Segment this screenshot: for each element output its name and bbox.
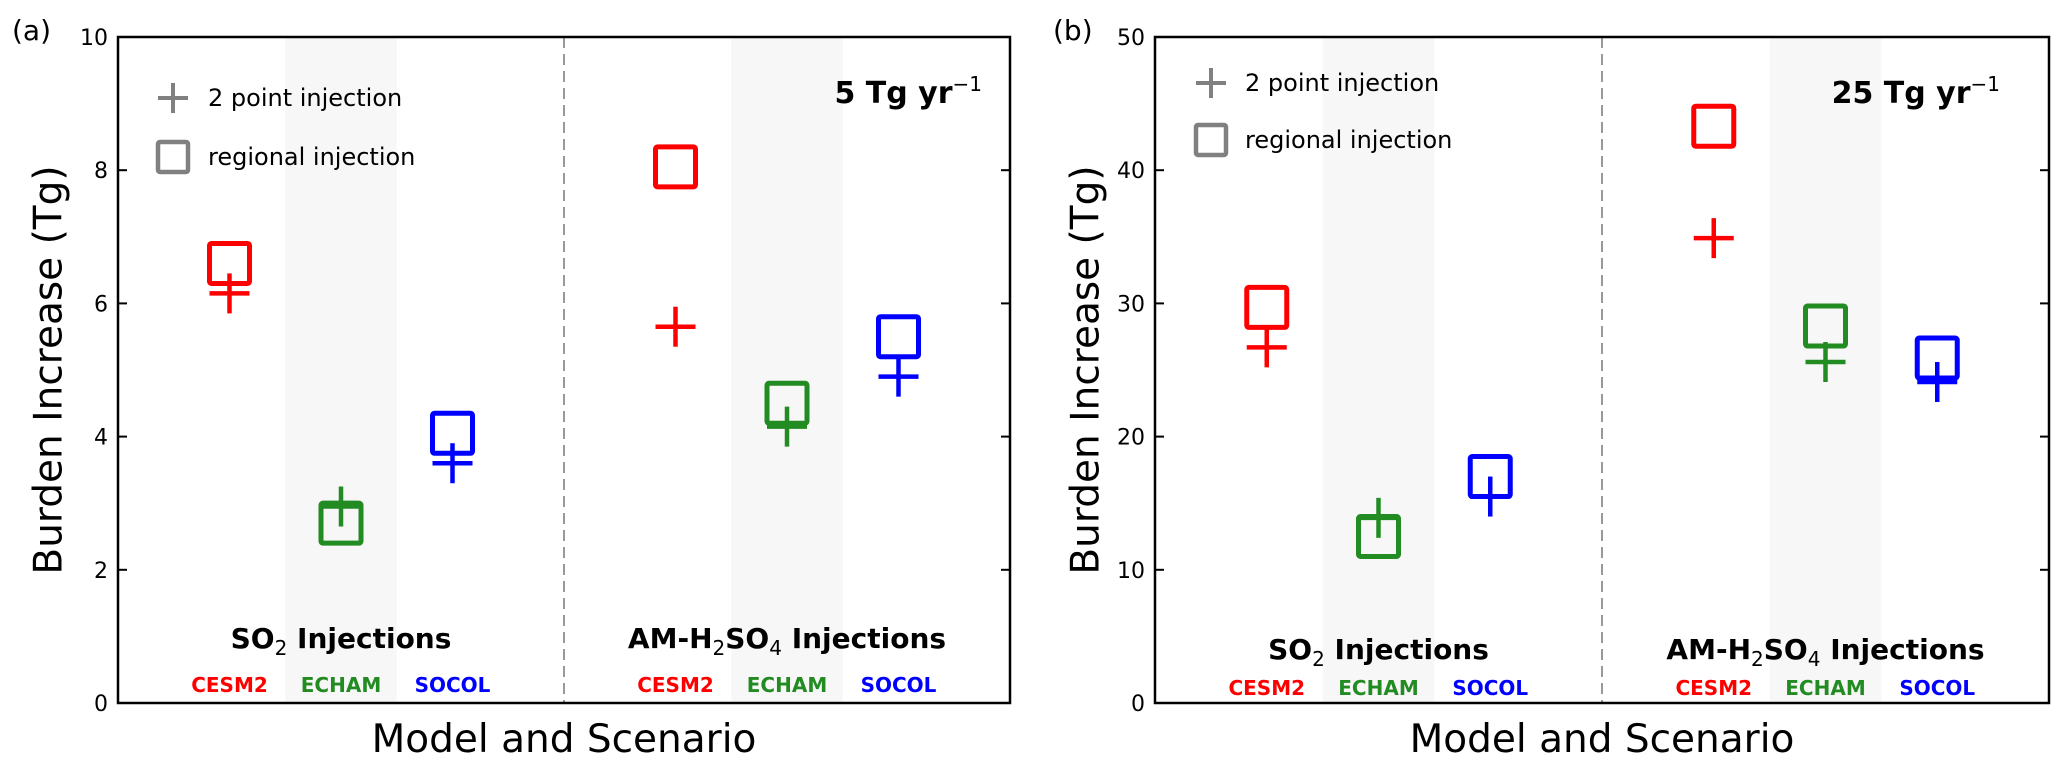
- data-markers: [207, 144, 921, 546]
- data-markers: [1244, 103, 1960, 559]
- group-label-subscript: 2: [1312, 647, 1325, 671]
- emission-rate-label: 25 Tg yr−1: [1832, 72, 2000, 111]
- model-label-cesm2: CESM2: [637, 673, 714, 697]
- group-label-mid: SO: [1764, 633, 1808, 666]
- y-tick-label: 6: [94, 292, 108, 317]
- regional-injection-marker-cesm2: [653, 144, 698, 190]
- legend-label-regional: regional injection: [208, 143, 415, 171]
- model-label-cesm2: CESM2: [1228, 676, 1305, 700]
- legend: 2 point injection regional injection: [1193, 68, 1452, 158]
- group-label-mid: SO: [725, 622, 769, 655]
- regional-injection-marker-socol: [876, 314, 921, 360]
- shaded-band: [731, 37, 843, 703]
- emission-rate-superscript: −1: [1971, 72, 2000, 96]
- emission-rate-label: 5 Tg yr−1: [834, 72, 982, 111]
- group-label-subscript: 2: [275, 636, 288, 660]
- group-label-subscript-2: 4: [769, 636, 782, 660]
- two-point-injection-marker-echam: [767, 406, 807, 447]
- two-point-injection-marker-cesm2: [655, 306, 696, 347]
- legend-plus-icon: [1196, 68, 1226, 98]
- group-label-subscript: 2: [713, 636, 726, 660]
- emission-rate-value: 25 Tg yr: [1832, 76, 1971, 111]
- plot-frame: [116, 35, 1012, 705]
- two-point-injection-marker-echam: [321, 486, 361, 527]
- shaded-band: [1322, 37, 1435, 703]
- legend-square-icon: [1193, 122, 1229, 158]
- group-label-suffix: Injections: [1325, 633, 1489, 666]
- two-point-injection-marker-cesm2: [209, 273, 250, 314]
- y-tick-label: 8: [94, 159, 108, 184]
- y-tick-label: 10: [1117, 559, 1145, 584]
- y-tick-label: 20: [1117, 426, 1145, 451]
- y-tick-label: 30: [1117, 292, 1145, 317]
- x-axis-label: Model and Scenario: [372, 717, 757, 762]
- two-point-injection-marker-socol: [432, 443, 473, 484]
- legend-plus-icon: [158, 83, 188, 113]
- panel-tag: (a): [12, 14, 51, 47]
- model-label-cesm2: CESM2: [191, 673, 268, 697]
- two-point-injection-marker-cesm2: [1693, 218, 1734, 259]
- scenario-group-label: SO2 Injections: [231, 622, 452, 660]
- model-label-socol: SOCOL: [1452, 676, 1528, 700]
- y-tick-label: 4: [94, 426, 108, 451]
- two-point-injection-marker-cesm2: [1246, 327, 1287, 368]
- scenario-group-label: AM-H2SO4 Injections: [1666, 633, 1984, 671]
- model-label-echam: ECHAM: [1785, 676, 1865, 700]
- two-point-injection-marker-socol: [1470, 476, 1511, 517]
- model-label-echam: ECHAM: [747, 673, 827, 697]
- group-label-suffix: Injections: [287, 622, 451, 655]
- legend-label-regional: regional injection: [1245, 126, 1452, 154]
- group-label-prefix: SO: [1268, 633, 1312, 666]
- two-point-injection-marker-socol: [878, 356, 919, 397]
- panel-tag: (b): [1053, 14, 1093, 47]
- y-axis-label: Burden Increase (Tg): [27, 165, 72, 574]
- shaded-bands: [285, 37, 843, 703]
- group-label-suffix: Injections: [782, 622, 946, 655]
- y-tick-label: 40: [1117, 159, 1145, 184]
- y-tick-label: 0: [94, 692, 108, 717]
- emission-rate-superscript: −1: [953, 72, 982, 96]
- y-tick-label: 10: [80, 26, 108, 51]
- regional-injection-marker-cesm2: [1244, 284, 1290, 330]
- y-tick-label: 50: [1117, 26, 1145, 51]
- shaded-band: [285, 37, 397, 703]
- legend: 2 point injection regional injection: [155, 83, 415, 175]
- model-label-cesm2: CESM2: [1675, 676, 1752, 700]
- model-label-echam: ECHAM: [301, 673, 381, 697]
- panel-a: 0 2 4 6 8 10 (a) Burden Increase (Tg) Model a…: [12, 14, 1012, 762]
- group-label-subscript-2: 4: [1808, 647, 1821, 671]
- model-label-socol: SOCOL: [861, 673, 937, 697]
- panel-b: 0 10 20 30 40 50 (b) Burden Increase (Tg) Mod…: [1053, 14, 2051, 762]
- y-ticks: 0 2 4 6 8 10: [80, 26, 1010, 717]
- scenario-group-label: SO2 Injections: [1268, 633, 1489, 671]
- y-tick-label: 2: [94, 559, 108, 584]
- two-point-injection-marker-echam: [1805, 342, 1846, 383]
- model-label-echam: ECHAM: [1338, 676, 1418, 700]
- model-label-socol: SOCOL: [415, 673, 491, 697]
- group-label-prefix: AM-H: [1666, 633, 1751, 666]
- y-axis-label: Burden Increase (Tg): [1064, 165, 1109, 574]
- emission-rate-value: 5 Tg yr: [834, 76, 952, 111]
- group-label-suffix: Injections: [1820, 633, 1984, 666]
- two-point-injection-marker-socol: [1917, 361, 1958, 402]
- group-label-subscript: 2: [1751, 647, 1764, 671]
- two-point-injection-marker-echam: [1358, 497, 1399, 538]
- group-label-prefix: AM-H: [628, 622, 713, 655]
- legend-label-two-point: 2 point injection: [208, 84, 402, 112]
- y-tick-label: 0: [1131, 692, 1145, 717]
- x-axis-label: Model and Scenario: [1410, 717, 1795, 762]
- legend-square-icon: [155, 139, 191, 175]
- group-label-prefix: SO: [231, 622, 275, 655]
- model-label-socol: SOCOL: [1899, 676, 1975, 700]
- regional-injection-marker-cesm2: [1691, 103, 1737, 149]
- plot-frame: [1153, 35, 2051, 705]
- legend-label-two-point: 2 point injection: [1245, 69, 1439, 97]
- scenario-group-label: AM-H2SO4 Injections: [628, 622, 946, 660]
